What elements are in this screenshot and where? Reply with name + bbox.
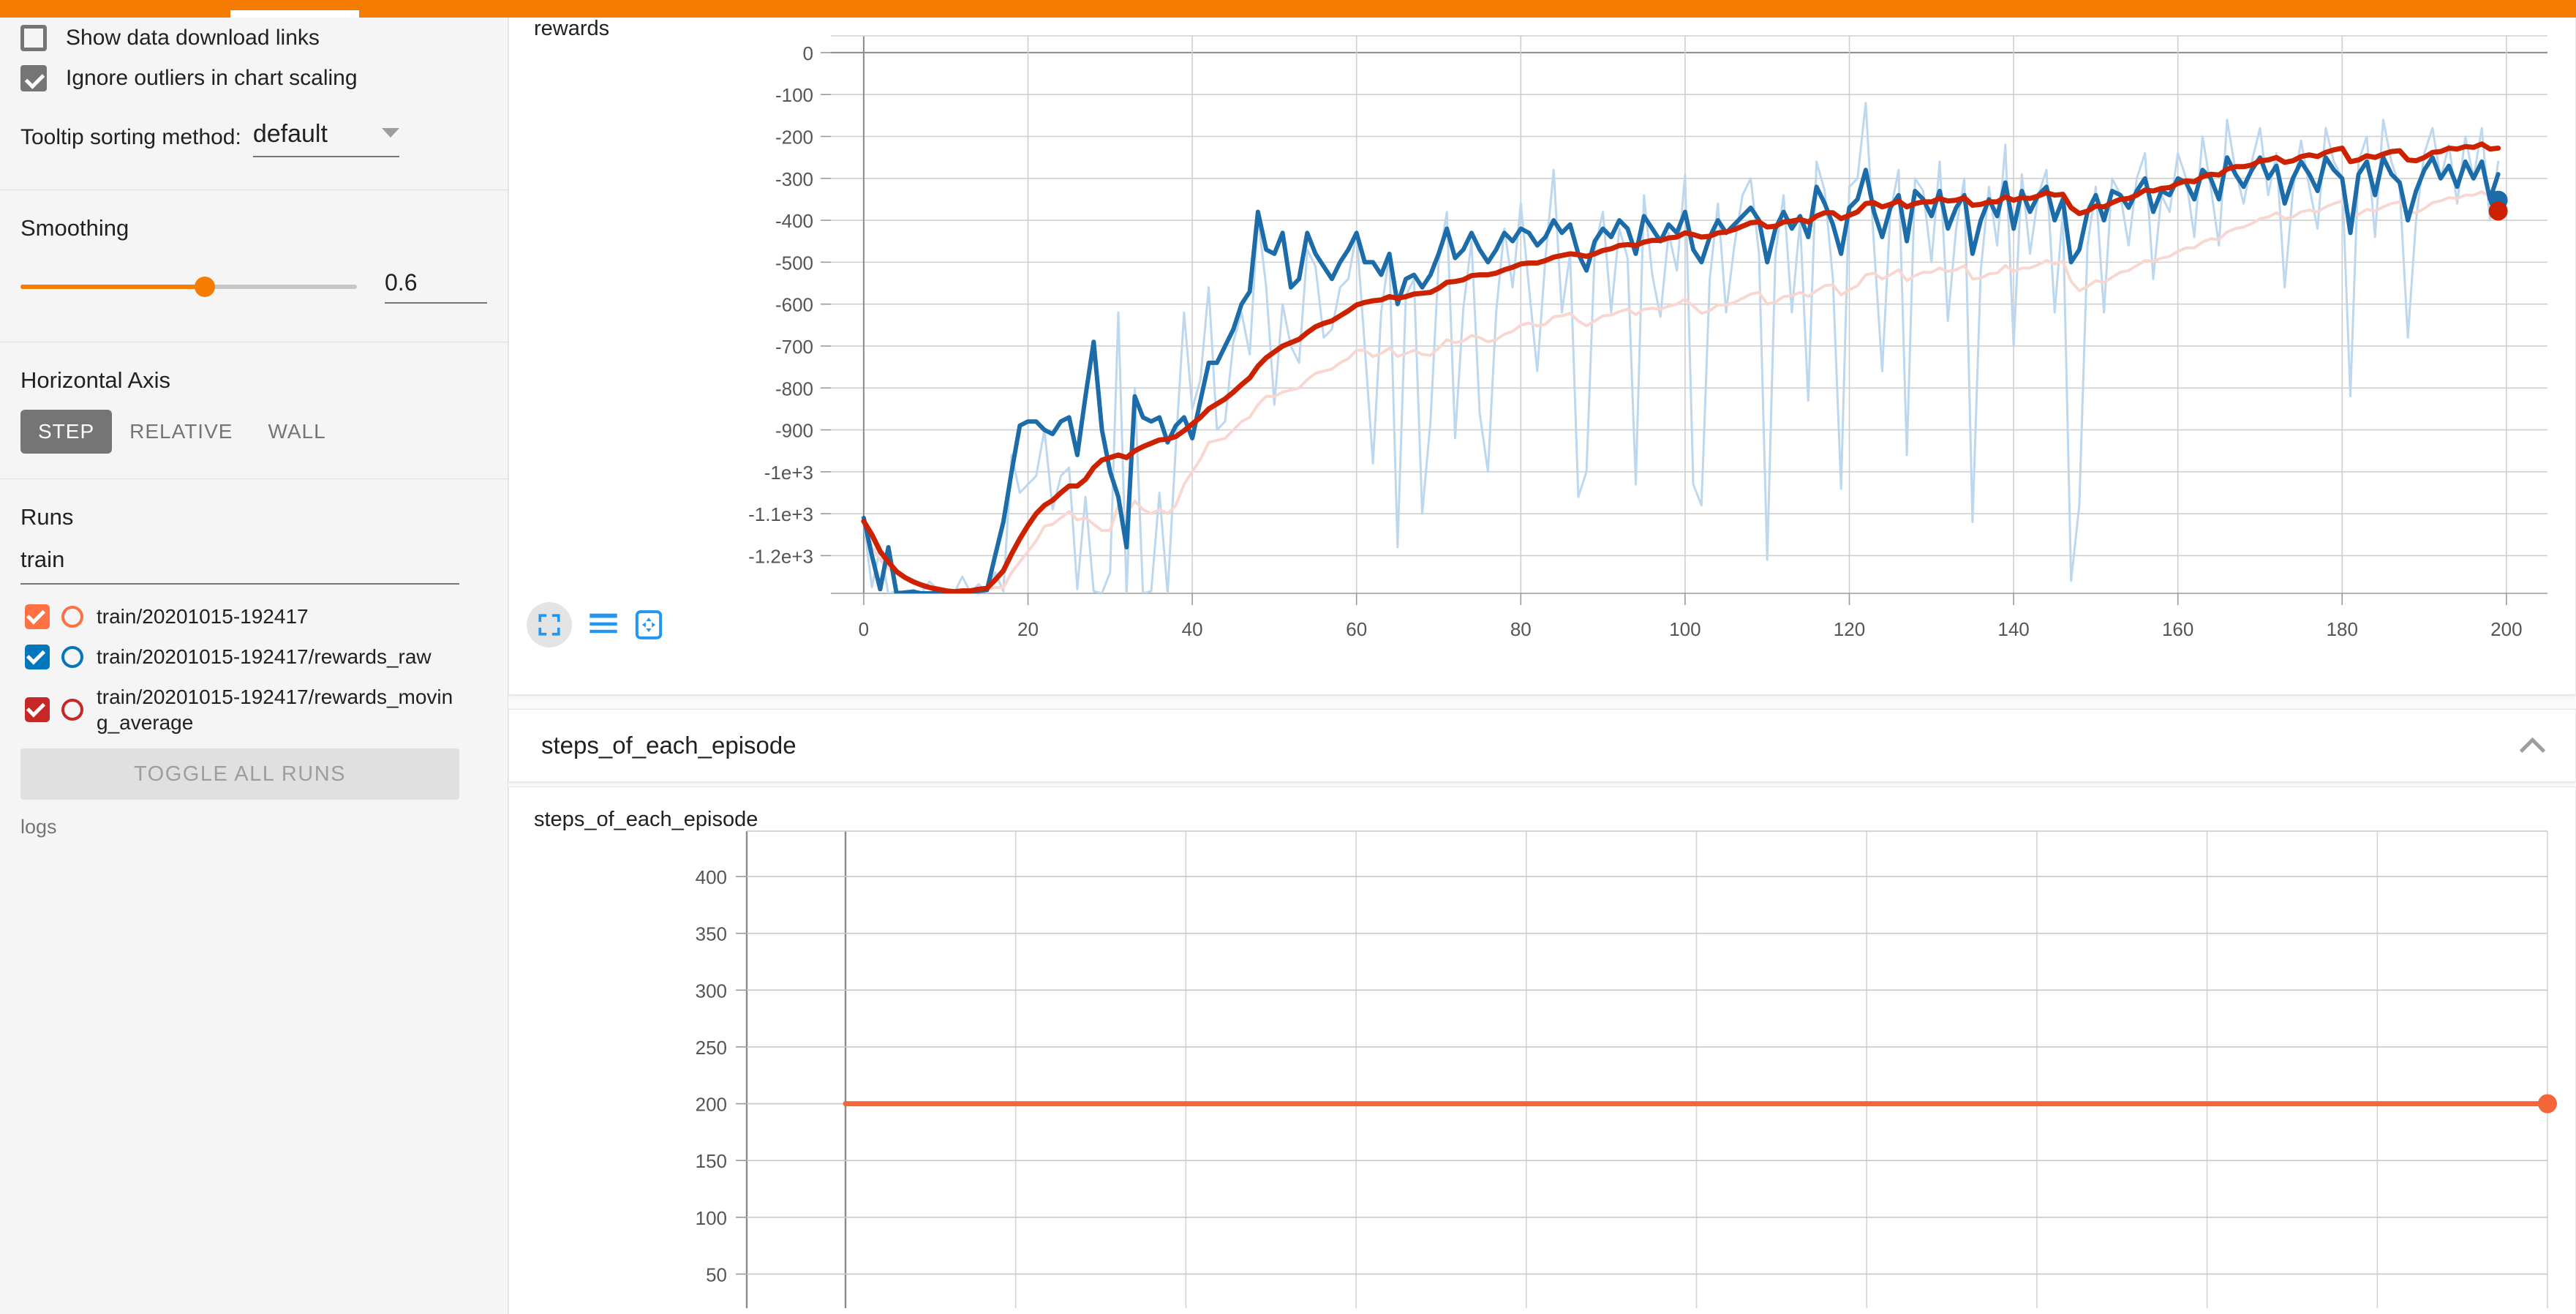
rewards-chart-card: rewards 0 -100 -200 -300 -400 -500 -600 -700 -80… (508, 18, 2576, 695)
slider-fill (20, 284, 205, 289)
steps-card-header[interactable]: steps_of_each_episode (508, 709, 2576, 782)
smoothing-title: Smoothing (20, 215, 129, 241)
steps-line-chart: 400 350 300 250 200 150 100 50 (696, 830, 2557, 1308)
tooltip-sorting-label: Tooltip sorting method: (20, 125, 241, 149)
run-color-circle-2 (61, 699, 83, 721)
logs-label: logs (20, 816, 57, 838)
run-color-circle-0 (61, 605, 83, 628)
rewards-chart-tools (527, 602, 663, 647)
svg-text:350: 350 (696, 923, 727, 945)
svg-text:100: 100 (696, 1207, 727, 1229)
svg-text:120: 120 (1834, 618, 1865, 640)
svg-text:50: 50 (706, 1264, 727, 1285)
svg-text:180: 180 (2327, 618, 2358, 640)
svg-text:-900: -900 (775, 420, 813, 442)
divider (0, 478, 508, 479)
charts-content-area: rewards 0 -100 -200 -300 -400 -500 -600 -700 -80… (508, 18, 2576, 1314)
svg-text:-800: -800 (775, 378, 813, 399)
smoothing-slider[interactable] (20, 276, 357, 297)
tooltip-sorting-value: default (252, 120, 328, 148)
svg-text:0: 0 (859, 618, 869, 640)
run-label-0: train/20201015-192417 (97, 605, 309, 628)
runs-filter-input[interactable]: train (20, 547, 459, 585)
rewards-chart-title: rewards (534, 18, 610, 40)
svg-text:160: 160 (2162, 618, 2193, 640)
rewards-line-chart: 0 -100 -200 -300 -400 -500 -600 -700 -800 -900 -1e… (748, 35, 2547, 640)
run-row-2[interactable]: train/20201015-192417/rewards_moving_ave… (0, 677, 508, 743)
chevron-up-icon[interactable] (2521, 735, 2543, 757)
svg-text:-400: -400 (775, 210, 813, 232)
divider (0, 189, 508, 190)
svg-text:-200: -200 (775, 127, 813, 149)
svg-text:80: 80 (1510, 618, 1532, 640)
svg-text:-600: -600 (775, 294, 813, 316)
run-color-circle-1 (61, 645, 83, 668)
slider-thumb[interactable] (195, 276, 215, 297)
svg-text:300: 300 (696, 980, 727, 1002)
svg-text:140: 140 (1997, 618, 2029, 640)
svg-text:-1.1e+3: -1.1e+3 (748, 503, 813, 525)
svg-text:40: 40 (1182, 618, 1203, 640)
svg-text:20: 20 (1017, 618, 1039, 640)
svg-text:-500: -500 (775, 252, 813, 274)
svg-text:200: 200 (696, 1094, 727, 1116)
horizontal-axis-title: Horizontal Axis (20, 367, 171, 393)
svg-text:-700: -700 (775, 336, 813, 358)
smoothing-value-input[interactable]: 0.6 (385, 269, 487, 304)
tooltip-sorting-row: Tooltip sorting method: default (0, 98, 508, 157)
steps-chart-card: steps_of_each_episode 400 350 300 250 200 150… (508, 786, 2576, 1314)
run-checkbox-0[interactable] (25, 604, 50, 629)
ignore-outliers-checkbox[interactable] (20, 64, 47, 91)
svg-text:250: 250 (696, 1037, 727, 1059)
svg-text:150: 150 (696, 1150, 727, 1172)
svg-text:400: 400 (696, 866, 727, 888)
run-row-1[interactable]: train/20201015-192417/rewards_raw (0, 637, 508, 677)
ignore-outliers-label: Ignore outliers in chart scaling (66, 65, 358, 90)
haxis-relative-button[interactable]: RELATIVE (129, 420, 233, 443)
chevron-down-icon (381, 128, 399, 138)
expand-icon[interactable] (527, 602, 572, 647)
toggle-all-runs-button[interactable]: TOGGLE ALL RUNS (20, 748, 459, 800)
settings-sidebar: Show data download links Ignore outliers… (0, 18, 508, 1314)
svg-text:-1e+3: -1e+3 (764, 462, 813, 484)
svg-text:-300: -300 (775, 168, 813, 190)
show-data-download-links-label: Show data download links (66, 25, 320, 50)
data-table-icon[interactable] (588, 612, 619, 637)
active-tab-indicator (230, 10, 359, 18)
run-label-2: train/20201015-192417/rewards_moving_ave… (97, 686, 453, 734)
checkbox-row-show-data-download-links[interactable]: Show data download links (0, 18, 508, 58)
smoothing-row: 0.6 (0, 241, 508, 304)
run-checkbox-1[interactable] (25, 644, 50, 669)
pan-icon[interactable] (635, 610, 663, 639)
run-checkbox-2[interactable] (25, 697, 50, 722)
svg-text:-1.2e+3: -1.2e+3 (748, 545, 813, 567)
steps-card-header-title: steps_of_each_episode (541, 732, 796, 759)
svg-text:100: 100 (1669, 618, 1701, 640)
steps-chart-title: steps_of_each_episode (534, 808, 758, 831)
run-row-0[interactable]: train/20201015-192417 (0, 596, 508, 637)
tooltip-sorting-select[interactable]: default (252, 120, 399, 157)
horizontal-axis-button-group: STEP RELATIVE WALL (0, 394, 508, 478)
top-app-bar (0, 0, 2576, 18)
runs-title: Runs (20, 504, 74, 530)
svg-text:0: 0 (803, 42, 813, 64)
svg-text:-100: -100 (775, 84, 813, 106)
haxis-step-button[interactable]: STEP (20, 410, 113, 454)
run-label-1: train/20201015-192417/rewards_raw (97, 645, 432, 668)
svg-text:200: 200 (2490, 618, 2522, 640)
svg-text:60: 60 (1346, 618, 1367, 640)
show-data-download-links-checkbox[interactable] (20, 24, 47, 51)
haxis-wall-button[interactable]: WALL (268, 420, 326, 443)
checkbox-row-ignore-outliers[interactable]: Ignore outliers in chart scaling (0, 58, 508, 98)
